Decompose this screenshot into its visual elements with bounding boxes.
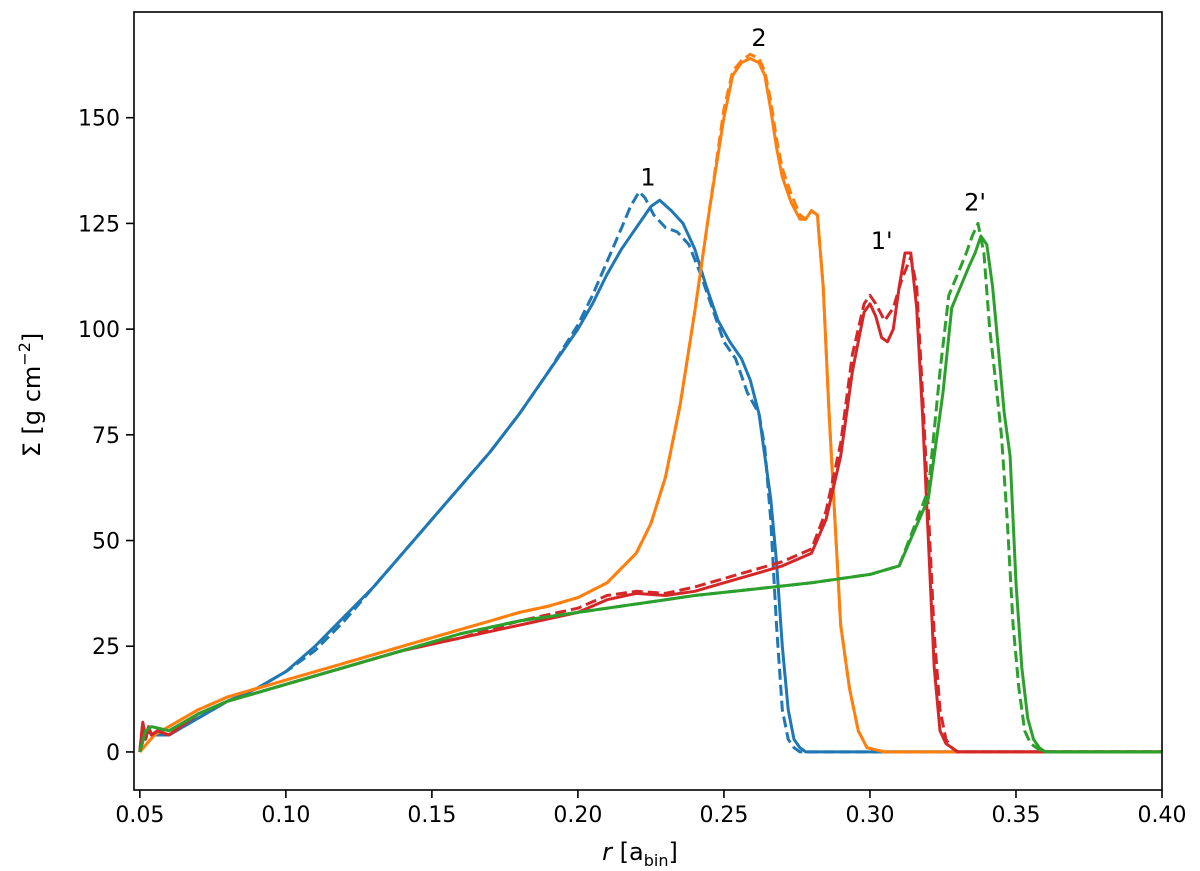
peak-annotation: 2' <box>964 189 986 217</box>
y-tick-label: 25 <box>92 635 120 660</box>
plot-frame <box>133 11 1163 791</box>
series-line-4-dashed <box>138 52 1162 754</box>
y-tick-label: 0 <box>106 741 120 766</box>
series-layer <box>138 52 1162 754</box>
peak-annotation: 1 <box>640 163 655 191</box>
x-axis-label: r [abin] <box>602 838 678 870</box>
y-axis-label: Σ [g cm−2] <box>15 333 46 458</box>
x-tick-label: 0.30 <box>845 803 894 828</box>
series-line-7-solid <box>138 234 1162 754</box>
peak-annotation: 1' <box>871 227 893 255</box>
x-tick-label: 0.10 <box>261 803 310 828</box>
ticks-layer: 0.05 0.10 0.15 0.20 0.25 0.30 0.35 0.40 0 25 50 75 1… <box>78 107 1186 828</box>
y-tick-label: 125 <box>78 212 120 237</box>
x-tick-label: 0.15 <box>407 803 456 828</box>
x-tick-label: 0.35 <box>991 803 1040 828</box>
x-tick-label: 0.05 <box>115 803 164 828</box>
peak-annotation: 2 <box>751 24 766 52</box>
y-tick-label: 50 <box>92 530 120 555</box>
x-tick-label: 0.40 <box>1138 803 1187 828</box>
series-line-8-dashed <box>138 221 1162 754</box>
annotations: 1 2 1' 2' <box>640 24 986 255</box>
y-tick-label: 150 <box>78 107 120 132</box>
x-tick-label: 0.25 <box>699 803 748 828</box>
y-tick-label: 100 <box>78 318 120 343</box>
y-tick-label: 75 <box>92 424 120 449</box>
x-tick-label: 0.20 <box>553 803 602 828</box>
